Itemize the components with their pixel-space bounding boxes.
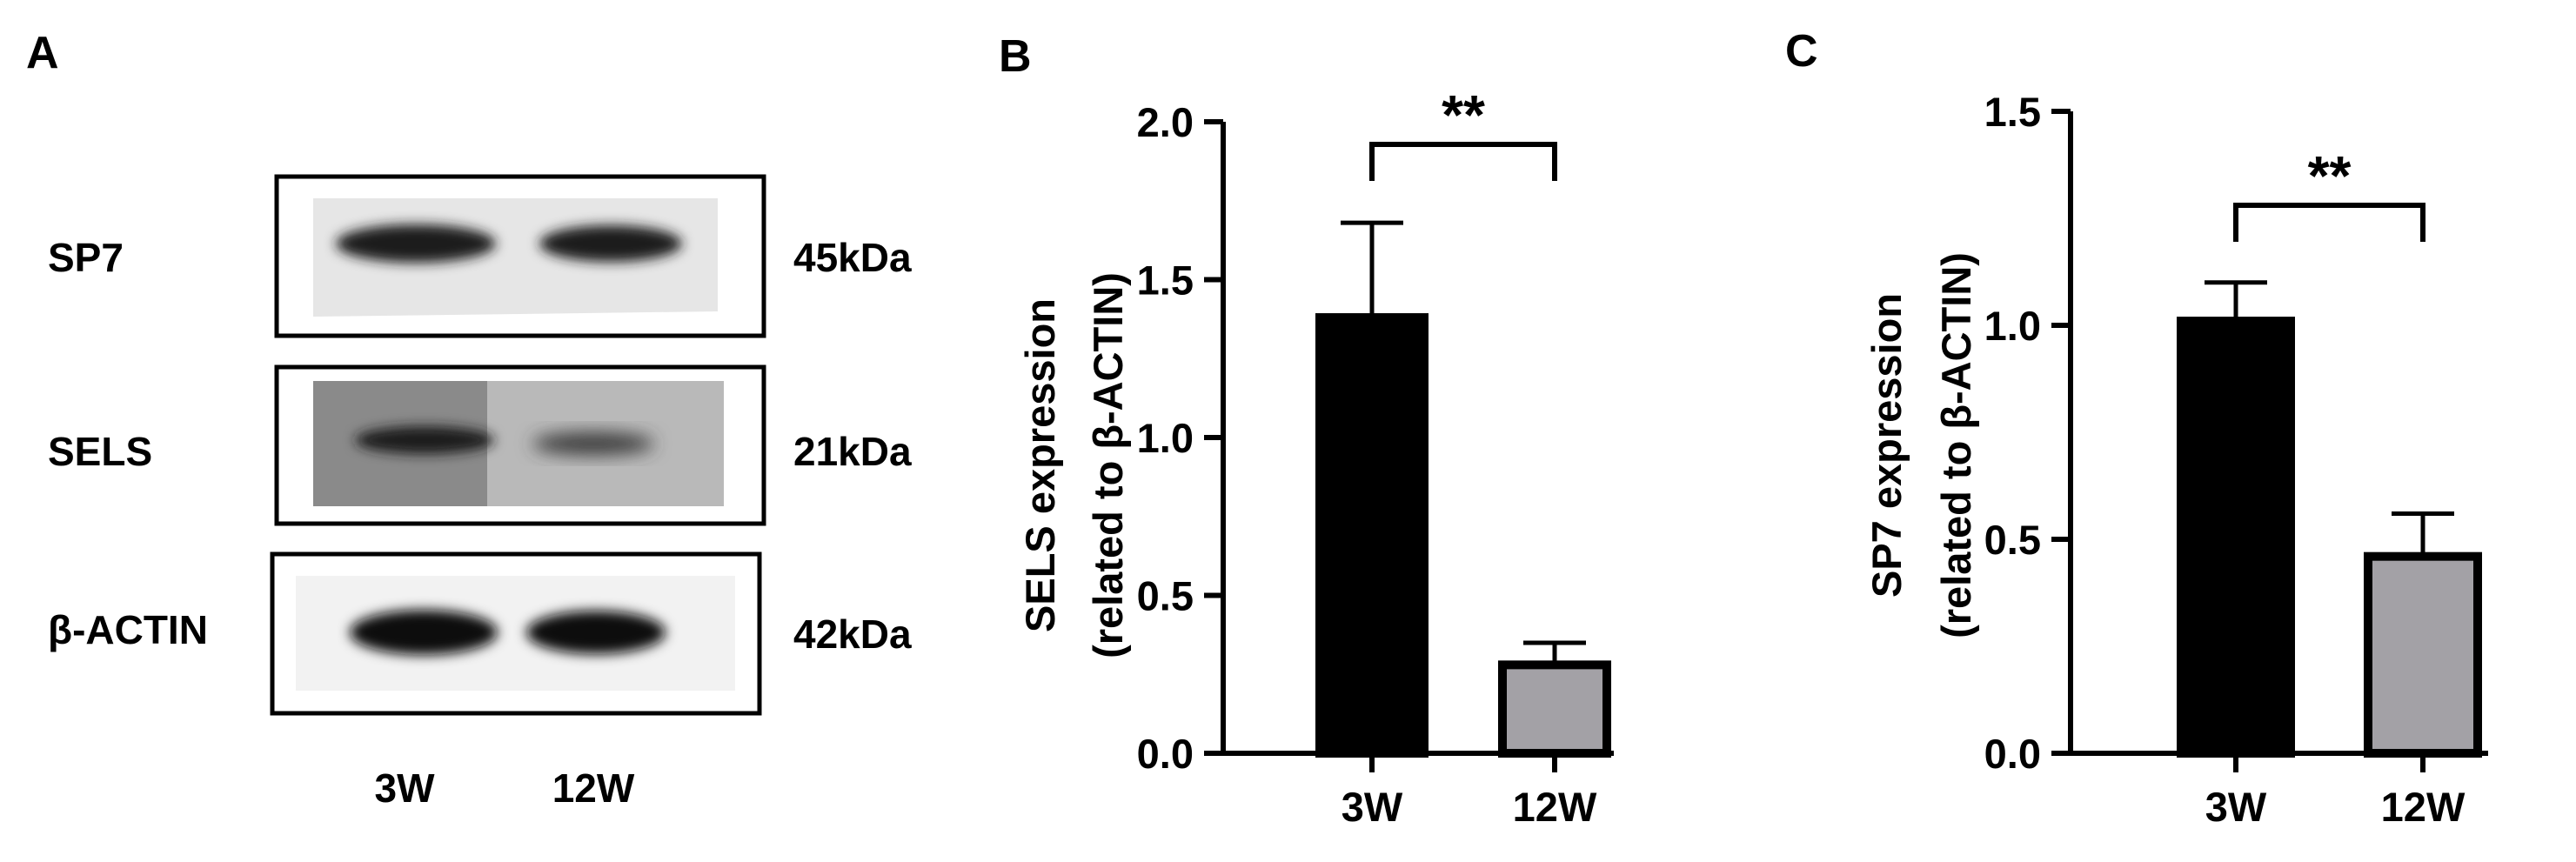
band-sels-3w [355,426,494,454]
panel-label-b: B [999,31,1032,82]
y-tick-label: 1.0 [1984,303,2041,349]
blot-size-sp7: 45kDa [793,235,912,280]
blot-row-label-actin: β-ACTIN [48,607,208,652]
y-tick-label: 1.0 [1137,415,1194,461]
y-axis-title-line2: (related to β-ACTIN) [1085,272,1131,658]
y-tick-label: 1.5 [1984,89,2041,135]
y-tick-label: 0.5 [1137,573,1194,619]
y-tick-label: 1.5 [1137,257,1194,304]
y-tick-label: 0.0 [1984,731,2041,777]
panel-label-a: A [26,28,59,78]
significance-marker: ** [2308,144,2352,207]
chart-sels-expression: SELS expression (related to β-ACTIN) 0.0… [1017,84,1614,830]
significance-bracket [2233,203,2425,242]
y-tick-label: 0.0 [1137,731,1194,777]
bar-3w [2177,317,2295,758]
panel-label-c: C [1785,26,1818,77]
blot-sels [274,364,766,526]
bar-3w [1315,313,1429,758]
bar-12w [2364,551,2482,758]
blot-row-label-sels: SELS [48,429,152,474]
x-tick-label-12w: 12W [2381,784,2466,830]
band-sels-12w [532,432,654,455]
y-tick-label: 2.0 [1137,99,1194,145]
band-sp7-3w [336,224,496,263]
blot-size-actin: 42kDa [793,611,912,657]
band-actin-3w [350,610,498,655]
x-tick-label-3w: 3W [2205,784,2267,830]
blot-sp7 [274,174,766,338]
y-axis-title-line1: SP7 expression [1863,293,1910,598]
x-tick-label-3w: 3W [1342,784,1403,830]
blot-size-sels: 21kDa [793,429,912,474]
x-tick-label-12w: 12W [1513,784,1597,830]
significance-marker: ** [1442,84,1485,146]
blot-lane-label-12w: 12W [552,765,635,811]
blot-row-label-sp7: SP7 [48,235,124,280]
western-blot: SP7 SELS β-ACTIN 45kDa 21kDa 42kDa 3W 12… [48,174,912,811]
bar-12w [1498,660,1611,758]
y-tick-label: 0.5 [1984,517,2041,563]
y-axis-title-line2: (related to β-ACTIN) [1933,252,1979,638]
y-axis-title-line1: SELS expression [1017,298,1063,632]
significance-bracket [1369,142,1557,181]
blot-lane-label-3w: 3W [375,765,436,811]
blot-actin [270,551,762,716]
band-sp7-12w [539,225,682,262]
band-actin-12w [526,611,666,654]
chart-sp7-expression: SP7 expression (related to β-ACTIN) 0.0 0… [1863,89,2488,830]
